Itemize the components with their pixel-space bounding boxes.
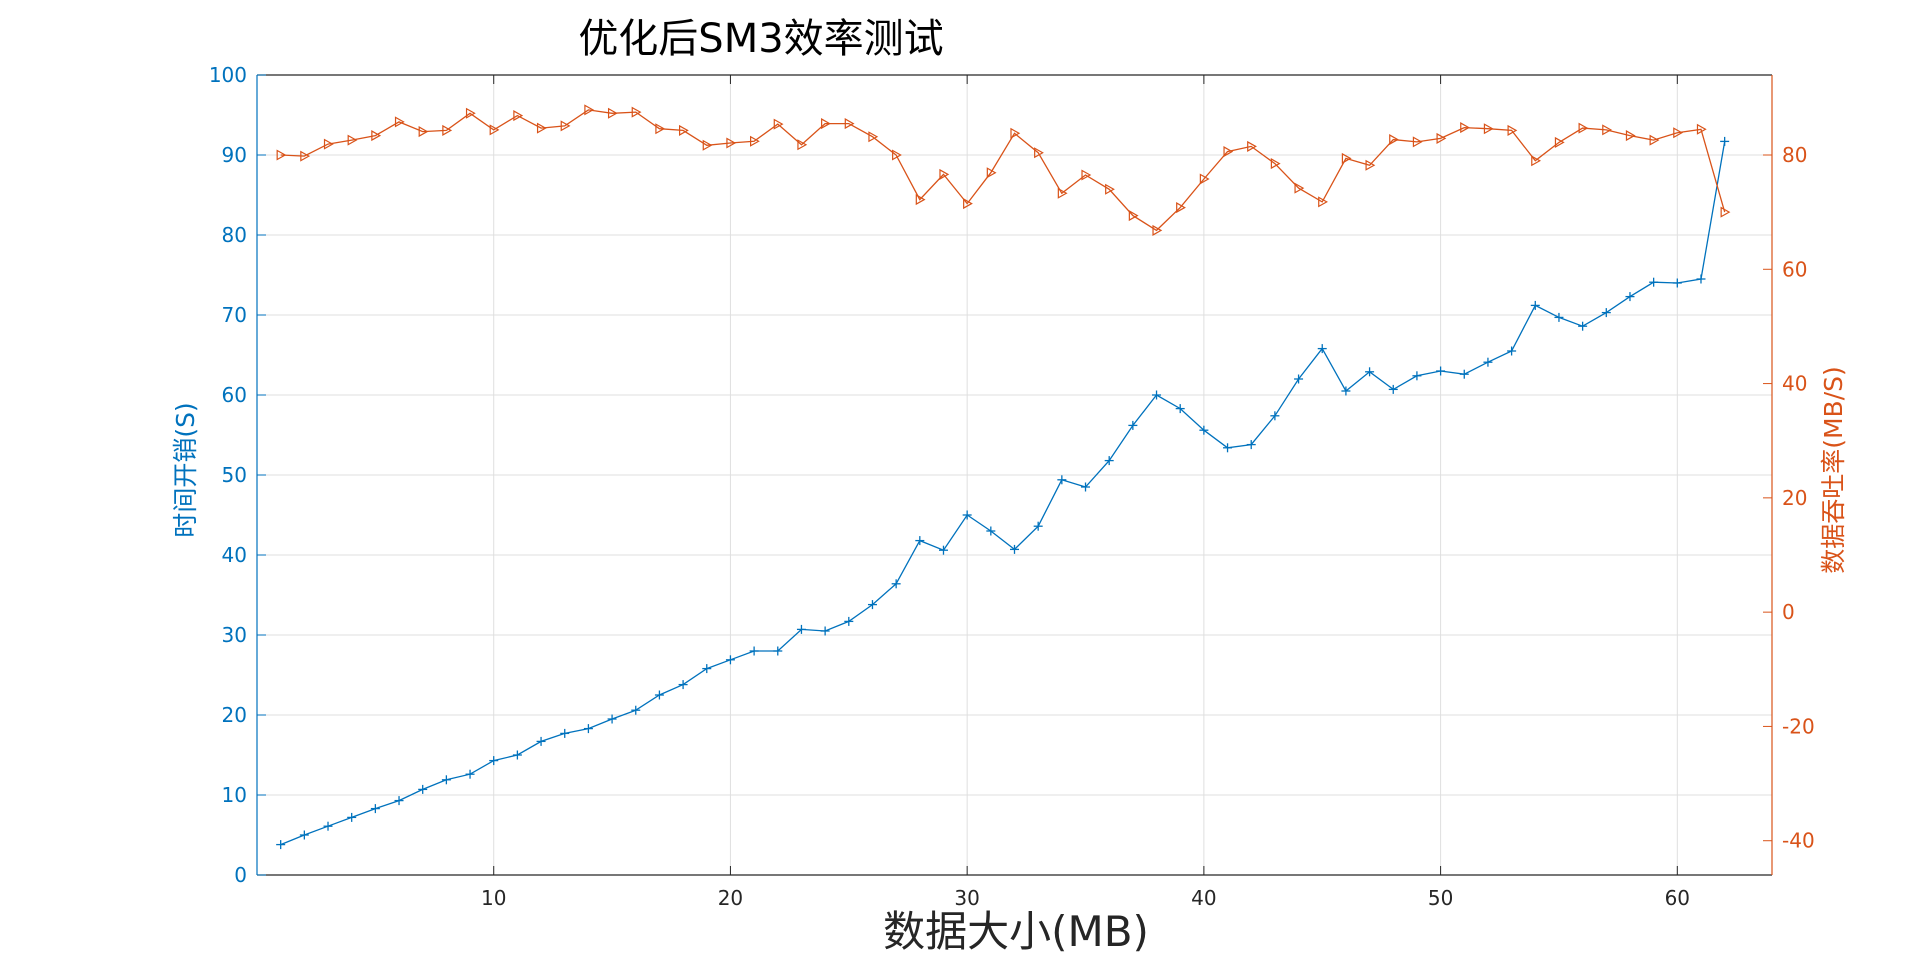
y-right-tick-label: 40	[1782, 372, 1807, 396]
y-right-tick-label: -40	[1782, 829, 1815, 853]
y-left-tick-label: 40	[222, 543, 247, 567]
x-tick-label: 20	[718, 886, 743, 910]
x-tick-label: 10	[481, 886, 506, 910]
x-tick-label: 40	[1191, 886, 1216, 910]
y-left-tick-label: 30	[222, 623, 247, 647]
y-left-tick-label: 20	[222, 703, 247, 727]
x-tick-label: 60	[1665, 886, 1690, 910]
y-left-tick-label: 90	[222, 143, 247, 167]
y-left-tick-label: 70	[222, 303, 247, 327]
y-right-tick-label: 0	[1782, 600, 1795, 624]
x-tick-label: 50	[1428, 886, 1453, 910]
y-left-tick-label: 60	[222, 383, 247, 407]
y-axis-left-label: 时间开销(S)	[171, 402, 200, 537]
y-right-tick-label: 60	[1782, 257, 1807, 281]
y-left-tick-label: 10	[222, 783, 247, 807]
chart-title: 优化后SM3效率测试	[578, 16, 943, 62]
y-right-tick-label: 80	[1782, 143, 1807, 167]
y-left-tick-label: 0	[234, 863, 247, 887]
y-axis-right-label: 数据吞吐率(MB/S)	[1819, 366, 1848, 574]
y-left-tick-label: 80	[222, 223, 247, 247]
x-axis-label: 数据大小(MB)	[883, 907, 1149, 956]
y-left-tick-label: 100	[209, 63, 247, 87]
y-right-tick-label: -20	[1782, 714, 1815, 738]
y-right-tick-label: 20	[1782, 486, 1807, 510]
y-left-tick-label: 50	[222, 463, 247, 487]
